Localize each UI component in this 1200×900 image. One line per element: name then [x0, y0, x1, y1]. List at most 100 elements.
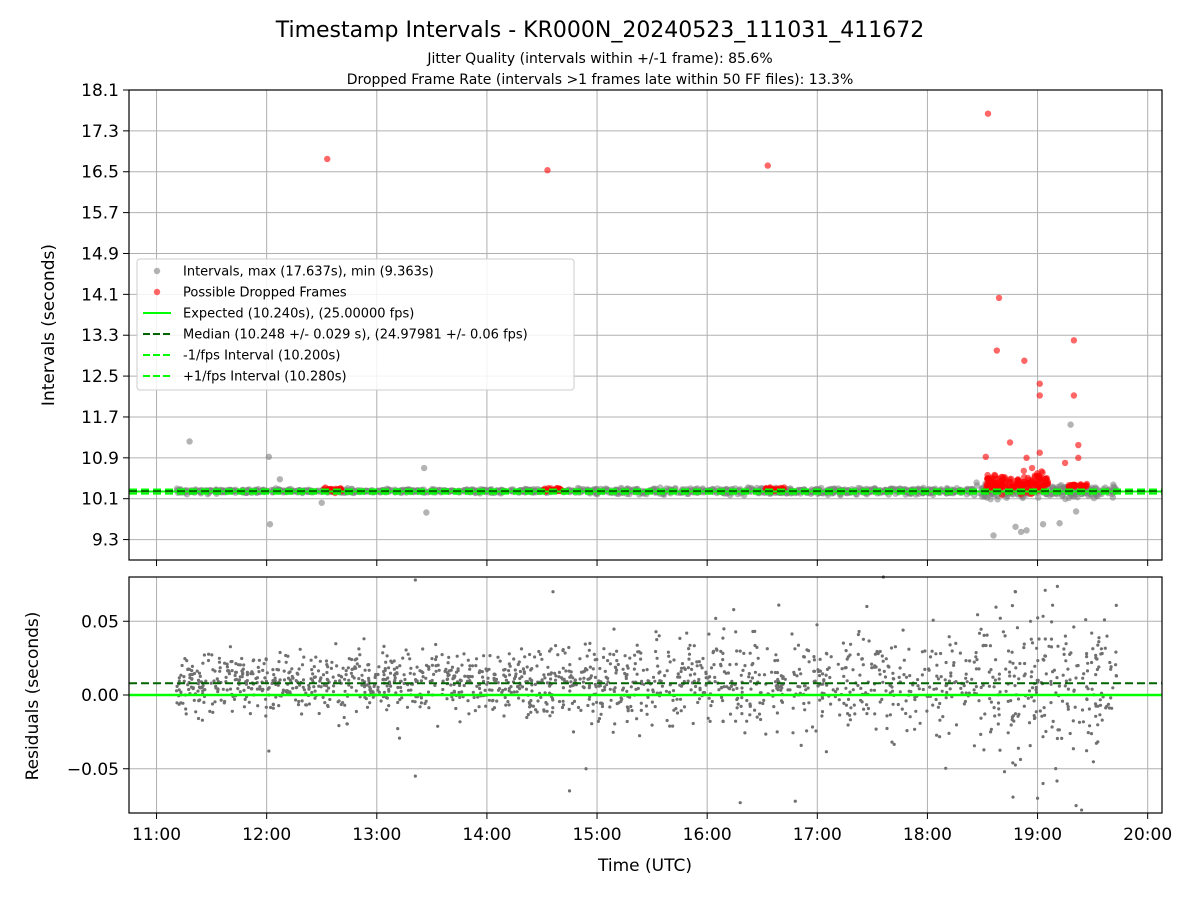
residual-point — [545, 709, 549, 713]
residual-point — [498, 659, 502, 663]
residual-point — [337, 673, 341, 677]
residual-point — [470, 664, 475, 668]
interval-point — [1035, 494, 1042, 501]
residuals-x-tick-label: 19:00 — [1013, 825, 1062, 845]
residual-point — [265, 671, 269, 675]
residual-point — [387, 704, 391, 708]
residual-point — [773, 670, 778, 675]
residual-point — [948, 643, 952, 647]
residual-point — [697, 660, 701, 664]
residual-point — [790, 632, 794, 636]
residual-point — [982, 643, 986, 648]
residual-point — [468, 667, 472, 671]
residual-point — [678, 697, 683, 701]
residual-point — [1008, 674, 1012, 678]
residual-point — [216, 690, 220, 694]
residual-point — [851, 668, 855, 672]
residual-point — [504, 703, 508, 707]
residual-point — [187, 687, 191, 692]
residual-point — [1009, 723, 1013, 727]
residual-point — [629, 685, 633, 689]
residual-point — [921, 687, 925, 692]
residual-point — [857, 629, 861, 634]
residual-point — [776, 677, 780, 682]
residual-point — [935, 733, 939, 737]
residual-point — [1023, 661, 1027, 666]
residual-point — [713, 680, 717, 684]
residual-point — [1042, 706, 1046, 710]
residual-point — [579, 670, 584, 674]
residual-point — [672, 708, 676, 712]
residual-point — [1035, 796, 1040, 800]
residual-point — [539, 695, 543, 700]
residual-point — [851, 688, 855, 692]
residual-point — [451, 677, 455, 681]
residual-point — [667, 654, 671, 658]
residual-point — [602, 647, 606, 651]
residual-point — [507, 673, 512, 677]
residual-point — [376, 685, 380, 689]
residual-point — [419, 679, 423, 683]
residual-point — [1068, 678, 1072, 682]
residual-point — [516, 662, 520, 667]
residual-point — [869, 688, 873, 692]
legend-label: Intervals, max (17.637s), min (9.363s) — [183, 265, 434, 280]
residual-point — [261, 668, 265, 673]
residual-point — [1036, 659, 1040, 663]
residual-point — [613, 686, 617, 690]
residual-point — [196, 716, 201, 721]
residual-point — [949, 674, 953, 678]
residual-point — [1055, 736, 1059, 741]
residual-point — [1090, 631, 1094, 635]
residual-point — [1098, 713, 1102, 717]
residual-point — [1006, 649, 1011, 653]
residual-point — [230, 669, 234, 673]
residual-point — [475, 684, 479, 689]
residual-point — [184, 707, 188, 711]
residual-point — [569, 680, 573, 684]
residual-point — [318, 659, 322, 663]
residual-point — [1003, 634, 1007, 638]
residual-point — [873, 652, 878, 656]
residual-point — [658, 691, 663, 695]
residual-point — [738, 649, 742, 653]
residual-point — [571, 676, 575, 680]
residual-point — [346, 666, 350, 670]
residual-point — [970, 677, 974, 681]
residual-point — [701, 691, 705, 695]
residual-point — [599, 712, 603, 716]
residual-point — [948, 687, 952, 691]
residual-point — [679, 666, 684, 670]
residual-point — [363, 668, 367, 672]
residual-point — [908, 715, 912, 719]
intervals-y-axis-label: Intervals (seconds) — [39, 244, 59, 406]
residual-point — [1082, 672, 1086, 676]
intervals-y-tick-label: 14.1 — [81, 285, 119, 305]
dropped-frame-point — [1075, 441, 1082, 449]
residual-point — [529, 699, 533, 703]
residual-point — [1013, 684, 1017, 688]
residual-point — [772, 705, 776, 709]
residual-point — [900, 707, 904, 711]
residual-point — [745, 719, 749, 723]
residual-point — [764, 732, 768, 736]
residual-point — [538, 652, 543, 657]
dropped-frame-point — [544, 167, 551, 174]
residual-point — [865, 703, 869, 707]
residual-point — [379, 699, 383, 703]
residual-point — [503, 667, 507, 672]
residual-point — [551, 698, 555, 702]
residual-point — [587, 648, 591, 652]
residual-point — [1074, 804, 1078, 808]
residuals-reference-lines — [129, 682, 1162, 697]
residual-point — [944, 660, 948, 665]
residual-point — [753, 670, 758, 674]
residual-point — [779, 699, 784, 703]
residual-point — [775, 686, 779, 690]
residual-point — [544, 700, 548, 705]
residual-point — [603, 685, 607, 689]
intervals-y-ticks: 9.3 10.1 10.9 11.7 12.5 13.3 14.1 14.9 15.7 16.5 1… — [81, 81, 129, 551]
interval-point — [1017, 528, 1025, 536]
residual-point — [1066, 687, 1070, 691]
residual-point — [273, 679, 277, 683]
